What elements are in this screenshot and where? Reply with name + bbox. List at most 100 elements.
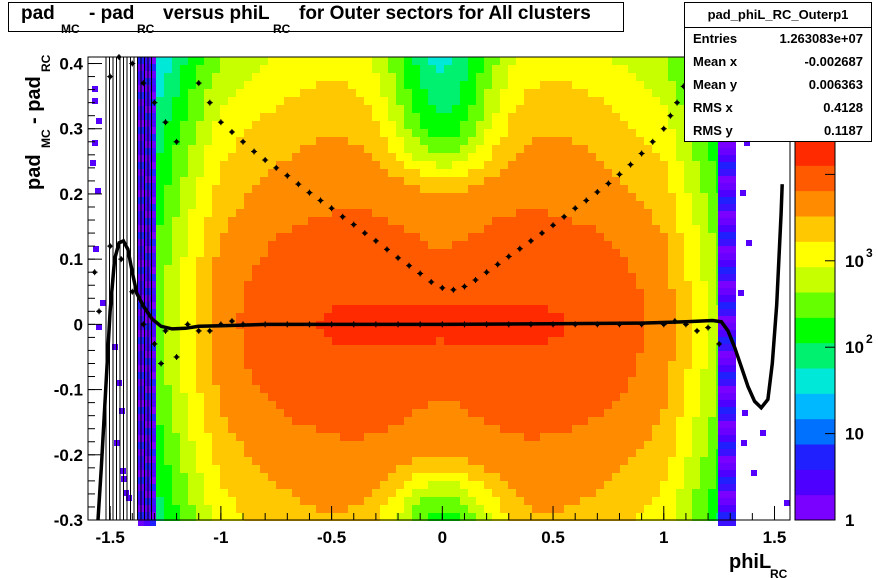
heatmap-cell <box>676 57 684 65</box>
heatmap-cell <box>572 105 580 113</box>
heatmap-cell <box>652 289 660 297</box>
heatmap-cell <box>516 105 524 113</box>
heatmap-cell <box>508 201 516 209</box>
heatmap-cell <box>492 265 500 273</box>
heatmap-cell <box>268 273 276 281</box>
heatmap-cell <box>156 289 164 297</box>
heatmap-cell <box>356 465 364 473</box>
heatmap-cell <box>588 97 596 105</box>
heatmap-cell <box>244 185 252 193</box>
heatmap-cell <box>292 105 300 113</box>
scatter-cell <box>746 240 752 246</box>
heatmap-cell <box>164 457 172 465</box>
heatmap-cell <box>692 481 700 489</box>
heatmap-cell <box>300 481 308 489</box>
heatmap-cell <box>268 361 276 369</box>
heatmap-cell <box>348 185 356 193</box>
heatmap-cell <box>188 425 196 433</box>
heatmap-cell <box>692 361 700 369</box>
heatmap-cell <box>548 361 556 369</box>
heatmap-cell <box>180 209 188 217</box>
heatmap-cell <box>380 473 388 481</box>
heatmap-cell <box>284 377 292 385</box>
heatmap-cell <box>612 81 620 89</box>
heatmap-cell <box>652 201 660 209</box>
heatmap-cell <box>196 361 204 369</box>
heatmap-cell <box>548 401 556 409</box>
heatmap-cell <box>388 329 396 337</box>
heatmap-cell <box>332 145 340 153</box>
heatmap-cell <box>236 273 244 281</box>
heatmap-cell <box>172 153 180 161</box>
heatmap-cell <box>660 201 668 209</box>
edge-cell <box>718 225 724 232</box>
heatmap-cell <box>404 409 412 417</box>
heatmap-cell <box>340 361 348 369</box>
heatmap-cell <box>420 113 428 121</box>
heatmap-cell <box>156 233 164 241</box>
heatmap-cell <box>316 169 324 177</box>
heatmap-cell <box>684 281 692 289</box>
heatmap-cell <box>164 161 172 169</box>
edge-cell <box>730 512 736 519</box>
heatmap-cell <box>620 409 628 417</box>
heatmap-cell <box>172 217 180 225</box>
heatmap-cell <box>340 225 348 233</box>
heatmap-cell <box>604 65 612 73</box>
heatmap-cell <box>652 329 660 337</box>
heatmap-cell <box>372 425 380 433</box>
edge-cell <box>144 169 150 176</box>
heatmap-cell <box>348 489 356 497</box>
heatmap-cell <box>316 233 324 241</box>
heatmap-cell <box>540 361 548 369</box>
heatmap-cell <box>596 193 604 201</box>
heatmap-cell <box>180 73 188 81</box>
heatmap-cell <box>548 145 556 153</box>
heatmap-cell <box>212 329 220 337</box>
heatmap-cell <box>596 385 604 393</box>
heatmap-cell <box>204 313 212 321</box>
heatmap-cell <box>700 457 708 465</box>
heatmap-cell <box>524 377 532 385</box>
heatmap-cell <box>244 97 252 105</box>
heatmap-cell <box>596 337 604 345</box>
heatmap-cell <box>364 193 372 201</box>
heatmap-cell <box>660 217 668 225</box>
heatmap-cell <box>548 161 556 169</box>
heatmap-cell <box>532 217 540 225</box>
heatmap-cell <box>228 393 236 401</box>
heatmap-cell <box>388 129 396 137</box>
heatmap-cell <box>524 505 532 513</box>
heatmap-cell <box>460 185 468 193</box>
heatmap-cell <box>300 225 308 233</box>
heatmap-cell <box>644 489 652 497</box>
heatmap-cell <box>580 409 588 417</box>
heatmap-cell <box>340 217 348 225</box>
heatmap-cell <box>300 401 308 409</box>
heatmap-cell <box>300 337 308 345</box>
heatmap-cell <box>660 313 668 321</box>
heatmap-cell <box>500 305 508 313</box>
edge-cell <box>150 512 156 519</box>
heatmap-cell <box>300 409 308 417</box>
heatmap-cell <box>476 153 484 161</box>
heatmap-cell <box>500 257 508 265</box>
heatmap-cell <box>564 177 572 185</box>
heatmap-cell <box>452 257 460 265</box>
heatmap-cell <box>436 89 444 97</box>
heatmap-cell <box>580 497 588 505</box>
heatmap-cell <box>156 409 164 417</box>
heatmap-cell <box>580 473 588 481</box>
heatmap-cell <box>628 417 636 425</box>
edge-cell <box>150 456 156 463</box>
heatmap-cell <box>700 369 708 377</box>
heatmap-cell <box>524 297 532 305</box>
heatmap-cell <box>628 505 636 513</box>
heatmap-cell <box>708 281 716 289</box>
heatmap-cell <box>236 417 244 425</box>
heatmap-cell <box>540 377 548 385</box>
heatmap-cell <box>452 281 460 289</box>
heatmap-cell <box>172 433 180 441</box>
heatmap-cell <box>476 273 484 281</box>
heatmap-cell <box>588 273 596 281</box>
